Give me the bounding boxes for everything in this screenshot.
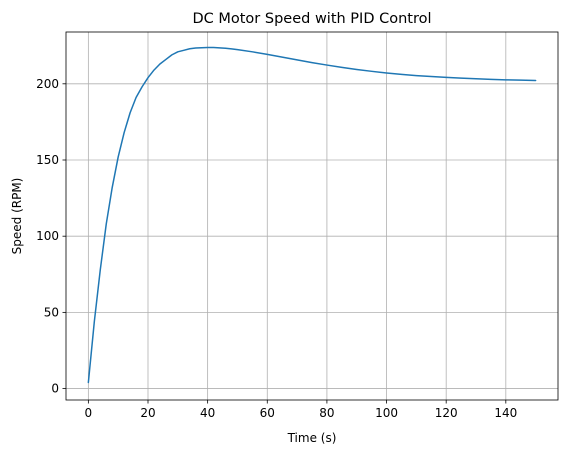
y-tick-label: 200: [36, 77, 59, 91]
y-tick-label: 50: [44, 305, 59, 319]
x-axis-ticks: 0 20 40 60 80 100 120 140: [85, 400, 517, 420]
x-tick-label: 80: [319, 406, 334, 420]
axes-frame: [65, 31, 559, 401]
y-tick-label: 150: [36, 153, 59, 167]
y-axis-label: Speed (RPM): [10, 178, 24, 255]
x-tick-label: 100: [375, 406, 398, 420]
x-tick-label: 0: [85, 406, 93, 420]
series-line-speed: [87, 46, 537, 384]
x-tick-label: 60: [260, 406, 275, 420]
x-tick-label: 40: [200, 406, 215, 420]
y-axis-ticks: 0 50 100 150 200: [36, 77, 66, 396]
grid-lines: [66, 32, 558, 400]
y-tick-label: 100: [36, 229, 59, 243]
y-tick-label: 0: [51, 382, 59, 396]
x-axis-label: Time (s): [287, 431, 337, 445]
x-tick-label: 140: [494, 406, 517, 420]
x-tick-label: 120: [435, 406, 458, 420]
x-tick-label: 20: [140, 406, 155, 420]
chart-title: DC Motor Speed with PID Control: [192, 11, 431, 27]
